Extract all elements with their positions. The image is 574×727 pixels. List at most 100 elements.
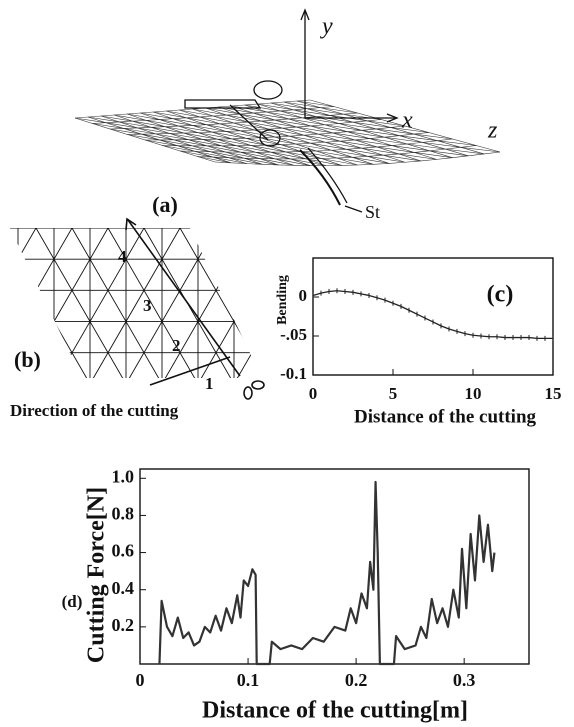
mesh-line [304, 135, 340, 141]
mesh-line [160, 120, 193, 126]
y-tick-label: -0.1 [280, 364, 307, 383]
x-tick-label: 0.1 [237, 670, 260, 690]
x-axis-label: Distance of the cutting [354, 406, 537, 427]
y-axis-label: Cutting Force[N] [84, 487, 110, 663]
data-line [159, 482, 494, 664]
mesh-line [271, 152, 306, 159]
y-tick-label: 0.8 [112, 504, 135, 524]
figure: y x z St (a) 1 2 3 4 (b) Direction of th… [0, 0, 574, 727]
panel-label: (c) [487, 282, 514, 308]
mesh-line [337, 158, 373, 164]
mesh-line [193, 109, 227, 115]
lattice-line [0, 228, 43, 428]
mesh-line [186, 118, 220, 124]
mesh-line [184, 133, 217, 139]
mesh-line [106, 123, 138, 128]
mesh-line [325, 125, 362, 131]
mesh-line [166, 111, 199, 117]
mesh-surface [75, 100, 500, 166]
mesh-line [114, 115, 146, 120]
mesh-line [253, 113, 288, 119]
y-tick-label: 0.6 [112, 541, 135, 561]
mesh-line [284, 102, 320, 108]
mesh-line [339, 124, 376, 129]
x-axis-label: Distance of the cutting[m] [202, 698, 468, 724]
y-tick-label: 0.2 [112, 615, 135, 635]
axis-label: y [320, 14, 333, 40]
mesh-line [146, 120, 179, 126]
mesh-line [318, 134, 354, 140]
mesh-line [283, 128, 319, 134]
lattice-line [29, 228, 144, 428]
mesh-line [289, 119, 325, 125]
panel-label: (a) [152, 192, 178, 217]
mesh-line [321, 159, 357, 165]
plot-frame [140, 469, 529, 664]
panel-label: (b) [14, 347, 41, 372]
mesh-line [200, 117, 234, 123]
caption: Direction of the cutting [10, 401, 179, 420]
mesh-line [307, 109, 344, 115]
mesh-line [316, 151, 352, 157]
point-label: 2 [172, 336, 181, 355]
mesh-line [138, 128, 170, 134]
mesh-line [93, 124, 124, 129]
mesh-line [127, 114, 159, 120]
lattice-line [144, 228, 259, 428]
mesh-line [101, 116, 133, 121]
mesh-line [289, 136, 325, 142]
plot-frame [313, 258, 553, 375]
axis-label: x [401, 108, 413, 134]
lattice-line [0, 228, 36, 428]
mesh-line [344, 114, 382, 119]
mesh-line [258, 104, 294, 110]
mesh-line [267, 112, 303, 118]
mesh-line [165, 127, 198, 133]
mesh-line [340, 141, 377, 147]
mesh-line [193, 125, 227, 131]
mesh-line [347, 149, 384, 155]
mesh-line [110, 129, 142, 134]
lattice-line [173, 228, 288, 428]
mesh-line [368, 156, 405, 162]
mesh-line [333, 133, 370, 139]
data-line [313, 291, 553, 339]
mesh-line [156, 134, 189, 140]
x-tick-label: 5 [389, 384, 398, 403]
mesh-line [310, 143, 346, 149]
mesh-line [226, 131, 260, 137]
mesh-line [261, 121, 296, 127]
mesh-line [325, 142, 361, 148]
mesh-line [461, 147, 500, 152]
mesh-line [179, 126, 212, 132]
mesh-line [198, 133, 232, 139]
mesh-line [240, 131, 275, 137]
axis-label: z [487, 118, 498, 144]
mesh-line [128, 135, 160, 140]
mesh-line [320, 108, 357, 113]
lattice-line [36, 228, 151, 428]
mesh-line [133, 121, 165, 127]
x-tick-label: 0.2 [345, 670, 368, 690]
mesh-line [220, 124, 254, 130]
mesh-line [75, 118, 106, 123]
x-tick-label: 0 [309, 384, 318, 403]
point-label: 4 [118, 247, 127, 266]
mesh-line [445, 149, 484, 154]
mesh-line [297, 101, 334, 107]
mesh-line [142, 134, 174, 140]
point-label: 1 [205, 374, 214, 393]
lattice-line [0, 228, 72, 428]
mesh-line [206, 125, 240, 131]
lattice-line [137, 228, 252, 428]
mesh-line [311, 126, 347, 132]
mesh-line [236, 146, 270, 152]
mesh-line [203, 139, 237, 145]
axes-3d [185, 10, 397, 212]
x-tick-label: 10 [465, 384, 482, 403]
mesh-line [119, 122, 151, 127]
mesh-line [151, 127, 184, 133]
mesh-line [331, 150, 367, 156]
y-axis-label: Bending [275, 275, 290, 325]
lattice-line [0, 228, 115, 428]
